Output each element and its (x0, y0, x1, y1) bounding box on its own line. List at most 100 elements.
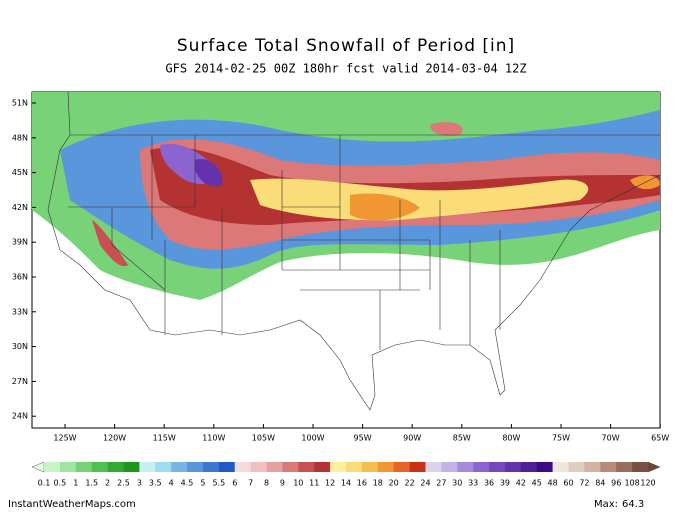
colorbar-bin (393, 462, 410, 472)
colorbar-label: 84 (595, 479, 605, 488)
colorbar-label: 33 (468, 479, 478, 488)
colorbar-label: 11 (309, 479, 319, 488)
colorbar-label: 24 (420, 479, 430, 488)
colorbar-bin (600, 462, 617, 472)
colorbar-bin (377, 462, 394, 472)
colorbar-bin (107, 462, 124, 472)
colorbar-bin (171, 462, 188, 472)
colorbar-label: 0.1 (38, 479, 51, 488)
colorbar-bin (234, 462, 251, 472)
colorbar-bin (218, 462, 236, 472)
colorbar-bin (59, 462, 77, 472)
colorbar-label: 3.5 (149, 479, 162, 488)
colorbar-label: 30 (452, 479, 462, 488)
lon-label: 70W (602, 434, 620, 443)
colorbar-bin (187, 462, 204, 472)
colorbar-bin (568, 462, 585, 472)
colorbar-label: 6 (232, 479, 237, 488)
colorbar-label: 9 (280, 479, 285, 488)
lon-label: 105W (252, 434, 275, 443)
lat-label: 24N (12, 412, 28, 421)
colorbar-label: 16 (357, 479, 367, 488)
colorbar-label: 36 (484, 479, 494, 488)
colorbar-label: 5 (200, 479, 205, 488)
site-credit: InstantWeatherMaps.com (8, 499, 136, 510)
colorbar-bin (91, 462, 108, 472)
lon-label: 75W (552, 434, 570, 443)
colorbar-bin (584, 462, 601, 472)
lon-label: 95W (354, 434, 372, 443)
colorbar-label: 39 (500, 479, 510, 488)
colorbar-label: 18 (373, 479, 383, 488)
colorbar-label: 5.5 (212, 479, 225, 488)
colorbar-bin (266, 462, 283, 472)
colorbar-bin (520, 462, 538, 472)
lat-label: 30N (12, 342, 28, 351)
colorbar-label: 60 (563, 479, 573, 488)
lat-label: 36N (12, 273, 28, 282)
colorbar-label: 1.5 (85, 479, 98, 488)
colorbar-label: 1 (73, 479, 78, 488)
map-area (31, 91, 661, 429)
colorbar-label: 4.5 (181, 479, 194, 488)
lon-label: 110W (202, 434, 225, 443)
colorbar-label: 2 (105, 479, 110, 488)
colorbar-bin (44, 462, 61, 472)
colorbar-label: 8 (264, 479, 269, 488)
lon-label: 115W (153, 434, 176, 443)
colorbar-label: 96 (611, 479, 621, 488)
colorbar-bin (330, 462, 347, 472)
subtitle: GFS 2014-02-25 00Z 180hr fcst valid 2014… (165, 62, 526, 76)
colorbar-bin (123, 462, 140, 472)
colorbar-bin (536, 462, 553, 472)
max-label: Max: (594, 499, 618, 510)
lon-label: 90W (403, 434, 421, 443)
lat-label: 42N (12, 203, 28, 212)
colorbar-label: 2.5 (117, 479, 130, 488)
colorbar-under (31, 461, 45, 473)
max-value: 64.3 (622, 499, 644, 510)
colorbar-bin (552, 462, 569, 472)
colorbar-bin (155, 462, 172, 472)
colorbar-label: 48 (548, 479, 558, 488)
colorbar-bin (504, 462, 522, 472)
colorbar-label: 4 (169, 479, 174, 488)
colorbar-label: 10 (293, 479, 303, 488)
colorbar-label: 12 (325, 479, 335, 488)
axis-labels: 51N 48N 45N 42N 39N 36N 33N 30N 27N 24N 125W 120W 11… (12, 99, 670, 443)
colorbar-bin (473, 462, 490, 472)
colorbar-label: 20 (389, 479, 399, 488)
colorbar-bin (361, 462, 379, 472)
lon-label: 85W (453, 434, 471, 443)
colorbar-bin (314, 462, 331, 472)
lon-label: 100W (301, 434, 324, 443)
lat-label: 39N (12, 238, 28, 247)
colorbar-label: 0.5 (54, 479, 67, 488)
colorbar-label: 45 (532, 479, 542, 488)
colorbar-label: 14 (341, 479, 351, 488)
colorbar-bin (298, 462, 315, 472)
colorbar-label: 22 (404, 479, 414, 488)
lat-label: 48N (12, 133, 28, 142)
colorbar-over (647, 461, 661, 473)
colorbar-label: 27 (436, 479, 446, 488)
colorbar-label: 108 (624, 479, 639, 488)
lon-label: 120W (103, 434, 126, 443)
colorbar-label: 72 (579, 479, 589, 488)
colorbar-bin (441, 462, 458, 472)
colorbar-label: 3 (137, 479, 142, 488)
colorbar-label: 120 (640, 479, 655, 488)
colorbar-bin (250, 462, 267, 472)
title: Surface Total Snowfall of Period [in] (177, 36, 515, 56)
colorbar-bin (616, 462, 633, 472)
colorbar-bin (282, 462, 299, 472)
colorbar-bin (346, 462, 363, 472)
colorbar-label: 7 (248, 479, 253, 488)
colorbar-bin (632, 462, 649, 472)
colorbar-bin (409, 462, 426, 472)
colorbar-bin (457, 462, 474, 472)
colorbar-bin (489, 462, 506, 472)
lat-label: 45N (12, 168, 28, 177)
colorbar-bin (202, 462, 220, 472)
